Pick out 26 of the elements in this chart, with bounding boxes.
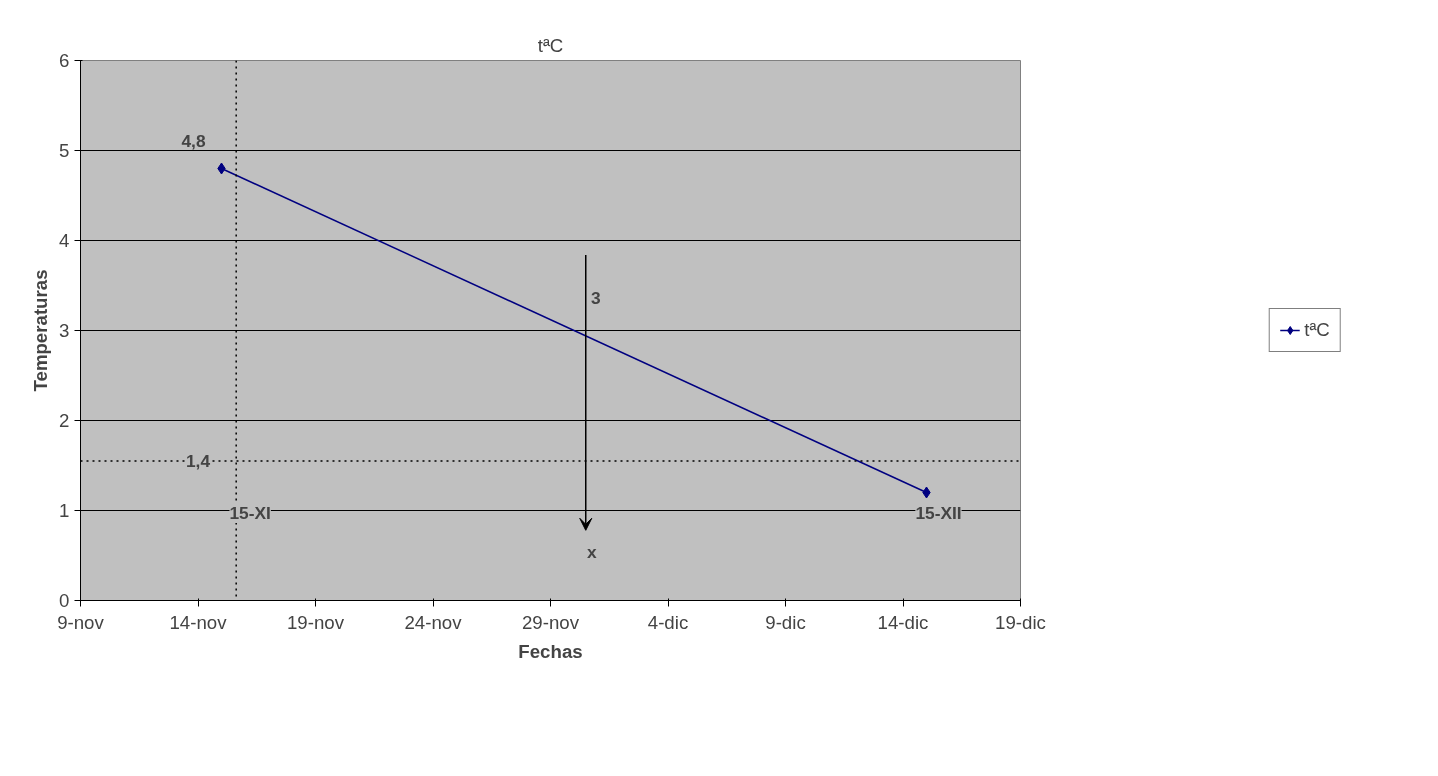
- x-tick-label: 29-nov: [521, 611, 580, 633]
- y-axis-title: Temperaturas: [30, 269, 52, 392]
- y-tick-label: 6: [59, 50, 70, 71]
- y-tick-label: 2: [59, 410, 70, 431]
- legend-label: tªC: [1304, 319, 1330, 341]
- x-tick-label: 9-dic: [765, 611, 806, 633]
- annotation: 15-XII: [915, 502, 962, 523]
- annotation: 1,4: [185, 451, 211, 471]
- x-tick-label: 19-nov: [286, 611, 345, 633]
- y-tick-label: 0: [59, 590, 70, 611]
- x-axis-title: Fechas: [518, 640, 583, 662]
- y-tick-label: 3: [59, 320, 70, 341]
- annotation: 3: [590, 287, 601, 308]
- y-tick-label: 5: [59, 140, 70, 161]
- annotation: 4,8: [181, 130, 206, 151]
- x-tick-label: 19-dic: [995, 611, 1046, 633]
- x-tick-label: 24-nov: [404, 611, 463, 633]
- chart-title: tªC: [537, 34, 564, 56]
- x-tick-label: 14-dic: [877, 611, 929, 633]
- annotation: 15-XI: [229, 503, 271, 523]
- annotation: x: [586, 541, 597, 562]
- x-tick-label: 9-nov: [57, 611, 105, 633]
- y-tick-label: 4: [59, 230, 70, 251]
- y-tick-label: 1: [59, 500, 70, 521]
- x-tick-label: 4-dic: [647, 611, 689, 633]
- x-tick-label: 14-nov: [169, 611, 228, 633]
